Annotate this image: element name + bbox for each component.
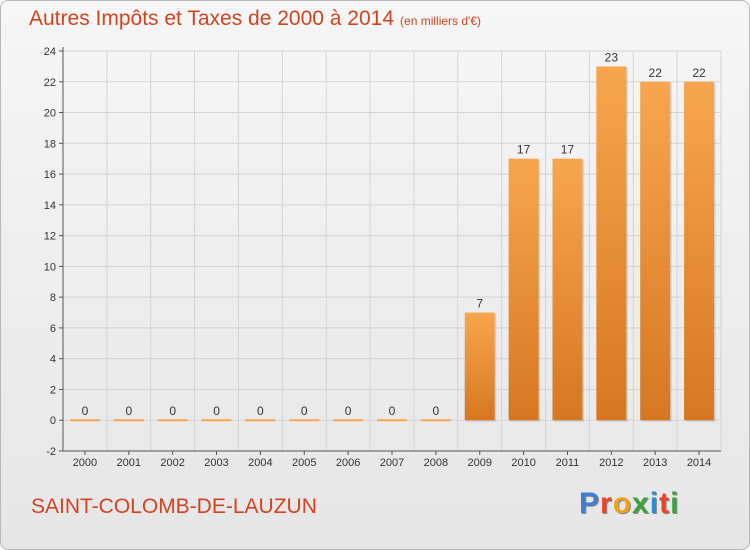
data-label: 0	[257, 404, 264, 418]
bar	[201, 419, 232, 422]
data-label: 0	[389, 404, 396, 418]
y-tick-label: 24	[44, 46, 56, 58]
x-tick-label: 2009	[467, 457, 491, 469]
chart-title-line: Autres Impôts et Taxes de 2000 à 2014 (en…	[29, 7, 481, 31]
data-label: 0	[169, 404, 176, 418]
bar	[69, 419, 100, 422]
bar	[464, 312, 495, 421]
x-tick-label: 2010	[511, 457, 535, 469]
bar	[333, 419, 364, 422]
logo-letter: P	[579, 487, 601, 520]
data-label: 22	[692, 66, 706, 80]
data-label: 0	[301, 404, 308, 418]
y-tick-label: 10	[44, 261, 56, 273]
x-tick-label: 2001	[117, 457, 141, 469]
x-tick-label: 2012	[599, 457, 623, 469]
data-label: 7	[476, 297, 483, 311]
chart-title: Autres Impôts et Taxes de 2000 à 2014	[29, 7, 395, 30]
y-tick-label: 6	[50, 323, 56, 335]
data-label: 0	[433, 404, 440, 418]
x-tick-label: 2007	[380, 457, 404, 469]
bar	[552, 158, 583, 421]
logo-letter: o	[612, 487, 633, 520]
logo-letter: i	[670, 487, 680, 520]
y-tick-label: 16	[44, 169, 56, 181]
x-tick-label: 2000	[73, 457, 97, 469]
bar	[157, 419, 188, 422]
y-tick-label: 2	[50, 384, 56, 396]
x-tick-label: 2011	[556, 457, 580, 469]
data-label: 17	[561, 143, 575, 157]
x-tick-label: 2004	[248, 457, 272, 469]
commune-name: SAINT-COLOMB-DE-LAUZUN	[31, 495, 317, 518]
logo-letter: t	[659, 487, 671, 520]
x-tick-label: 2003	[204, 457, 228, 469]
bar	[596, 66, 627, 421]
y-tick-label: 4	[50, 354, 56, 366]
bar	[113, 419, 144, 422]
y-tick-label: 20	[44, 108, 56, 120]
x-tick-label: 2005	[292, 457, 316, 469]
bar	[377, 419, 407, 422]
logo-letter: x	[632, 487, 650, 520]
bar	[420, 419, 451, 422]
y-tick-label: 18	[44, 138, 56, 150]
bars	[69, 66, 716, 422]
bar	[289, 419, 320, 422]
data-label: 17	[517, 143, 531, 157]
y-tick-label: 22	[44, 77, 56, 89]
x-tick-label: 2008	[424, 457, 448, 469]
y-tick-label: 0	[50, 415, 56, 427]
bar	[245, 419, 276, 422]
y-tick-label: 14	[44, 200, 56, 212]
data-label: 0	[82, 404, 89, 418]
bar	[508, 158, 539, 421]
data-label: 0	[213, 404, 220, 418]
x-tick-label: 2006	[336, 457, 360, 469]
x-tick-label: 2014	[687, 457, 711, 469]
chart-subtitle: (en milliers d'€)	[400, 14, 482, 28]
y-tick-label: -2	[46, 446, 56, 458]
bar	[684, 81, 715, 421]
x-tick-label: 2013	[643, 457, 667, 469]
data-label: 0	[345, 404, 352, 418]
x-tick-label: 2002	[160, 457, 184, 469]
data-label: 22	[649, 66, 663, 80]
proxiti-logo: Proxiti	[579, 487, 679, 521]
logo-letter: i	[649, 487, 660, 520]
y-tick-label: 12	[44, 231, 56, 243]
y-tick-label: 8	[50, 292, 56, 304]
logo-letter: r	[600, 487, 613, 520]
bar	[640, 81, 671, 421]
data-label: 23	[605, 50, 619, 64]
data-labels: 0 0 0 0 0 0 0 0 0 7 17 17 23 22 22	[82, 50, 706, 418]
data-label: 0	[125, 404, 132, 418]
